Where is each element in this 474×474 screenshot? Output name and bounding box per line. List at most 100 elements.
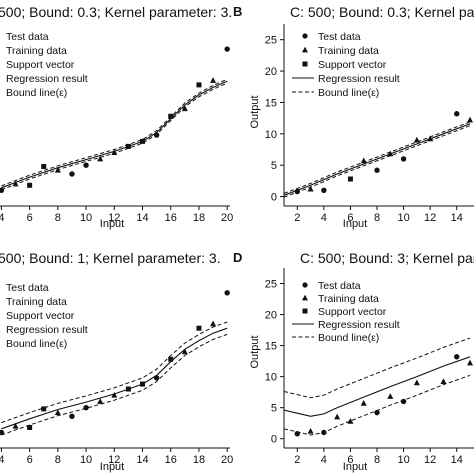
- panel-c-support-vector-point: [168, 356, 174, 362]
- panel-a-regression-line: [1, 80, 228, 189]
- panel-b-test-point: [374, 167, 380, 173]
- panel-c-x-tick-label: 12: [108, 454, 120, 466]
- legend-bound-line: Bound line(ε): [292, 332, 379, 344]
- panel-d-y-tick-label: 20: [265, 310, 277, 322]
- panel-b-x-axis-label: Input: [343, 218, 367, 230]
- panel-b-x-tick-label: 8: [374, 212, 380, 224]
- panel-b-title: C: 500; Bound: 0.3; Kernel para: [290, 4, 474, 20]
- panel-b-test-point: [454, 111, 460, 117]
- panel-d-y-tick-label: 15: [265, 341, 277, 353]
- panel-a-support-vector-point: [168, 113, 174, 119]
- panel-d-legend: Test data Training data Support vector R…: [292, 280, 400, 344]
- legend-test-data-label: Test data: [318, 31, 361, 43]
- panel-a-test-point: [83, 162, 89, 168]
- panel-a: 500; Bound: 0.3; Kernel parameter: 3. In…: [0, 4, 233, 230]
- panel-b-training-point: [387, 150, 394, 157]
- panel-c-support-vector-point: [196, 325, 202, 331]
- panel-a-test-point: [224, 46, 230, 52]
- legend-test-data-label: Test data: [6, 31, 49, 43]
- panel-d-title: C: 500; Bound: 3; Kernel parameter: [300, 250, 474, 266]
- panel-b-test-point: [321, 187, 327, 194]
- panel-a-x-tick-label: 6: [27, 212, 33, 224]
- legend-test-data: Test data: [302, 31, 361, 43]
- panel-a-training-point: [54, 166, 61, 173]
- legend-training-data-label: Training data: [318, 293, 379, 305]
- panel-d-lower-bound-line: [283, 374, 471, 436]
- legend-regression-result-label: Regression result: [318, 73, 400, 85]
- legend-test-data: Test data: [6, 31, 49, 43]
- legend-training-data-label: Training data: [6, 45, 67, 57]
- panel-b-test-point: [400, 156, 407, 162]
- panel-d-regression-line: [283, 356, 471, 417]
- panel-b-y-axis-label: Output: [249, 95, 261, 128]
- panel-d-letter: D: [233, 250, 242, 265]
- legend-regression-result-label: Regression result: [6, 324, 88, 336]
- legend-training-data: Training data: [302, 45, 379, 57]
- panel-d-training-point: [347, 418, 354, 424]
- legend-bound-line-label: Bound line(ε): [318, 332, 379, 344]
- panel-d-x-tick-label: 2: [294, 454, 300, 466]
- panel-a-x-tick-label: 20: [221, 212, 233, 224]
- legend-regression-result: Regression result: [6, 73, 88, 85]
- panel-a-x-tick-label: 16: [165, 212, 177, 224]
- panel-c-training-point: [12, 422, 19, 429]
- panel-b-upper-bound-line: [283, 121, 471, 194]
- panel-d-x-tick-label: 6: [347, 454, 353, 466]
- panel-c-support-vector-point: [41, 406, 47, 412]
- panel-b: B C: 500; Bound: 0.3; Kernel para Input …: [233, 4, 474, 230]
- legend-support-vector: Support vector: [302, 59, 387, 71]
- legend-test-data: Test data: [6, 282, 49, 294]
- legend-regression-result-label: Regression result: [6, 73, 88, 85]
- panel-a-test-point: [153, 132, 160, 138]
- legend-regression-result-label: Regression result: [318, 319, 400, 331]
- panel-c-x-tick-label: 18: [193, 454, 205, 466]
- panel-c-x-tick-label: 20: [221, 454, 233, 466]
- panel-c-x-axis-label: Input: [100, 461, 124, 473]
- panel-d-x-tick-label: 4: [321, 454, 327, 466]
- panel-c-support-vector-point: [27, 425, 33, 431]
- panel-a-title: 500; Bound: 0.3; Kernel parameter: 3.: [0, 4, 232, 20]
- panel-c-x-tick-label: 8: [55, 454, 61, 466]
- panel-b-regression-line: [283, 123, 471, 196]
- panel-b-y-tick-label: 15: [265, 97, 277, 109]
- panel-a-support-vector-point: [196, 82, 202, 88]
- panel-d-y-tick-label: 25: [265, 279, 277, 291]
- panel-a-support-vector-point: [41, 163, 47, 169]
- legend-support-vector: Support vector: [302, 306, 387, 318]
- legend-training-data-label: Training data: [318, 45, 379, 57]
- legend-support-vector-label: Support vector: [318, 59, 387, 71]
- panel-a-support-vector-point: [140, 138, 146, 144]
- panel-c: 500; Bound: 1; Kernel parameter: 3. Inpu…: [0, 250, 233, 473]
- panel-c-test-point: [83, 404, 89, 411]
- legend-regression-result: Regression result: [292, 73, 400, 85]
- legend-training-data: Training data: [302, 293, 379, 305]
- panel-c-training-point: [54, 409, 61, 416]
- panel-a-support-vector-point: [27, 182, 33, 188]
- panel-a-test-point: [0, 187, 5, 194]
- panel-b-x-tick-label: 10: [397, 212, 409, 224]
- panel-c-support-vector-point: [125, 386, 131, 392]
- legend-bound-line-label: Bound line(ε): [6, 87, 67, 99]
- panel-a-x-tick-label: 10: [80, 212, 92, 224]
- panel-b-x-tick-label: 14: [451, 212, 463, 224]
- legend-bound-line-label: Bound line(ε): [6, 338, 67, 350]
- panel-d-y-tick-label: 10: [265, 372, 277, 384]
- panel-d-training-point: [467, 359, 474, 366]
- panel-b-letter: B: [233, 4, 242, 19]
- panel-c-test-point: [224, 290, 230, 296]
- panel-c-training-point: [181, 348, 188, 355]
- panel-d-test-point: [321, 429, 327, 436]
- legend-test-data-label: Test data: [6, 282, 49, 294]
- panel-a-x-tick-label: 14: [136, 212, 148, 224]
- panel-d-test-point: [400, 398, 407, 405]
- panel-a-x-tick-label: 4: [0, 212, 4, 224]
- panel-c-legend: Test data Training data Support vector R…: [6, 282, 88, 350]
- panel-d-x-tick-label: 8: [374, 454, 380, 466]
- panel-a-x-tick-label: 8: [55, 212, 61, 224]
- panel-b-y-tick-label: 20: [265, 66, 277, 78]
- panel-c-lower-bound-line: [1, 333, 228, 436]
- legend-bound-line: Bound line(ε): [6, 338, 67, 350]
- panel-d-x-tick-label: 10: [397, 454, 409, 466]
- legend-support-vector: Support vector: [6, 310, 75, 322]
- panel-a-lower-bound-line: [1, 82, 228, 191]
